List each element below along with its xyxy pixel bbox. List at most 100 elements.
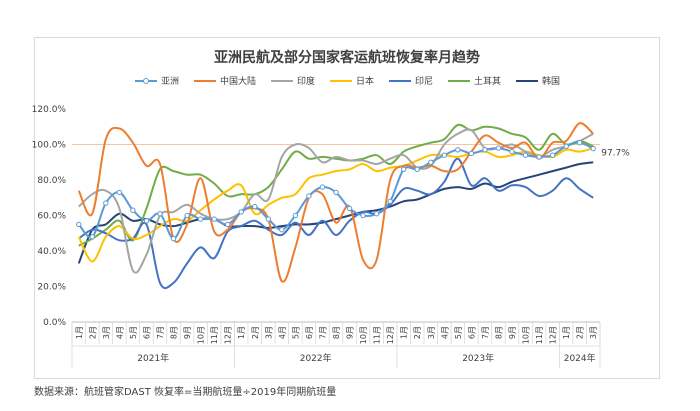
series-point bbox=[225, 221, 231, 228]
x-tick-label: 5月 bbox=[454, 326, 463, 339]
x-tick-label: 9月 bbox=[346, 326, 355, 339]
legend-item: 印度 bbox=[270, 74, 315, 87]
series-point bbox=[387, 198, 393, 205]
series-point bbox=[441, 152, 447, 158]
series-point bbox=[522, 152, 529, 158]
chart-frame bbox=[34, 37, 660, 379]
series-point bbox=[482, 147, 488, 153]
series-point bbox=[211, 216, 217, 222]
x-tick-label: 11月 bbox=[535, 326, 544, 344]
series-point bbox=[89, 234, 96, 240]
series-point bbox=[252, 203, 258, 210]
series-point bbox=[346, 205, 353, 212]
value-annotation: 97.7% bbox=[601, 149, 630, 159]
x-tick-label: 6月 bbox=[305, 326, 314, 339]
series-point bbox=[333, 189, 339, 196]
series-line-1 bbox=[77, 122, 594, 283]
x-tick-label: 6月 bbox=[467, 326, 476, 339]
legend-item: 日本 bbox=[329, 74, 374, 87]
x-tick-label: 7月 bbox=[481, 326, 490, 339]
series-line-2 bbox=[78, 128, 594, 274]
series-point bbox=[143, 218, 150, 224]
x-tick-label: 1月 bbox=[75, 326, 84, 339]
x-tick-label: 10月 bbox=[359, 326, 368, 344]
series-point bbox=[170, 235, 177, 242]
legend-swatch bbox=[329, 79, 352, 82]
year-label: 2022年 bbox=[300, 352, 332, 364]
x-tick-label: 7月 bbox=[156, 326, 165, 339]
year-label: 2021年 bbox=[137, 352, 169, 364]
x-tick-label: 10月 bbox=[522, 326, 531, 344]
series-point bbox=[157, 211, 163, 217]
series-point bbox=[428, 159, 434, 166]
x-tick-label: 1月 bbox=[237, 326, 246, 339]
legend-label: 印尼 bbox=[415, 77, 434, 87]
legend-item: 土耳其 bbox=[447, 74, 501, 87]
x-tick-label: 8月 bbox=[170, 326, 179, 339]
series-point bbox=[103, 200, 109, 206]
legend-item: 韩国 bbox=[515, 74, 560, 87]
series-point bbox=[130, 207, 136, 213]
x-tick-label: 8月 bbox=[332, 326, 341, 339]
legend-swatch bbox=[270, 79, 293, 82]
y-tick-label: 0.0% bbox=[43, 318, 66, 328]
series-point bbox=[265, 216, 271, 222]
legend-swatch bbox=[389, 79, 411, 82]
legend-item: 印尼 bbox=[388, 74, 433, 87]
series-point bbox=[319, 184, 326, 190]
year-label: 2023年 bbox=[462, 352, 494, 364]
legend-label: 土耳其 bbox=[474, 77, 502, 87]
x-tick-label: 5月 bbox=[129, 326, 138, 339]
series-line-3 bbox=[77, 147, 594, 263]
series-point bbox=[590, 145, 596, 152]
series-point bbox=[414, 166, 420, 173]
legend-label: 印度 bbox=[296, 77, 315, 87]
series-point bbox=[577, 140, 583, 146]
data-source-note: 数据来源：航班管家DAST 恢复率=当期航班量÷2019年同期航班量 bbox=[34, 387, 337, 398]
x-tick-label: 10月 bbox=[197, 326, 206, 344]
x-tick-label: 12月 bbox=[549, 326, 558, 344]
series-point bbox=[184, 212, 190, 219]
x-tick-label: 5月 bbox=[291, 326, 300, 339]
series-point bbox=[373, 211, 380, 217]
series-line-6 bbox=[77, 161, 594, 264]
y-tick-label: 80.0% bbox=[37, 176, 66, 186]
legend-item: 亚洲 bbox=[134, 74, 179, 87]
y-tick-label: 20.0% bbox=[37, 283, 66, 293]
x-tick-label: 11月 bbox=[210, 326, 219, 344]
x-tick-label: 3月 bbox=[102, 326, 111, 339]
legend-item: 中国大陆 bbox=[193, 74, 256, 87]
chart-legend: 亚洲 中国大陆 印度 日本 印尼 土耳其 韩国 bbox=[34, 74, 660, 87]
x-tick-label: 2月 bbox=[413, 326, 422, 339]
x-tick-label: 9月 bbox=[508, 326, 517, 339]
x-tick-label: 3月 bbox=[589, 326, 598, 339]
series-point bbox=[279, 227, 285, 233]
y-tick-label: 40.0% bbox=[37, 247, 66, 257]
x-tick-label: 9月 bbox=[183, 326, 192, 339]
x-tick-label: 4月 bbox=[278, 326, 287, 339]
series-point bbox=[495, 145, 502, 151]
series-point bbox=[197, 216, 204, 222]
series-point bbox=[76, 221, 82, 228]
y-tick-label: 100.0% bbox=[32, 141, 67, 151]
series-point bbox=[455, 147, 461, 153]
legend-swatch bbox=[134, 77, 157, 84]
legend-swatch bbox=[193, 79, 216, 82]
series-point bbox=[563, 143, 569, 150]
x-tick-label: 8月 bbox=[495, 326, 504, 339]
x-tick-label: 7月 bbox=[319, 326, 328, 339]
chart-title: 亚洲民航及部分国家客运航班恢复率月趋势 bbox=[214, 50, 480, 66]
x-tick-label: 11月 bbox=[373, 326, 382, 344]
series-point bbox=[306, 193, 312, 199]
x-tick-label: 6月 bbox=[143, 326, 152, 339]
legend-label: 亚洲 bbox=[160, 77, 179, 87]
series-line-5 bbox=[78, 123, 594, 247]
x-tick-label: 4月 bbox=[440, 326, 449, 339]
x-tick-label: 12月 bbox=[224, 326, 233, 344]
legend-swatch bbox=[448, 79, 471, 82]
x-tick-label: 1月 bbox=[562, 326, 571, 339]
series-point bbox=[509, 148, 515, 155]
x-tick-label: 3月 bbox=[427, 326, 436, 339]
series-point bbox=[292, 212, 299, 219]
